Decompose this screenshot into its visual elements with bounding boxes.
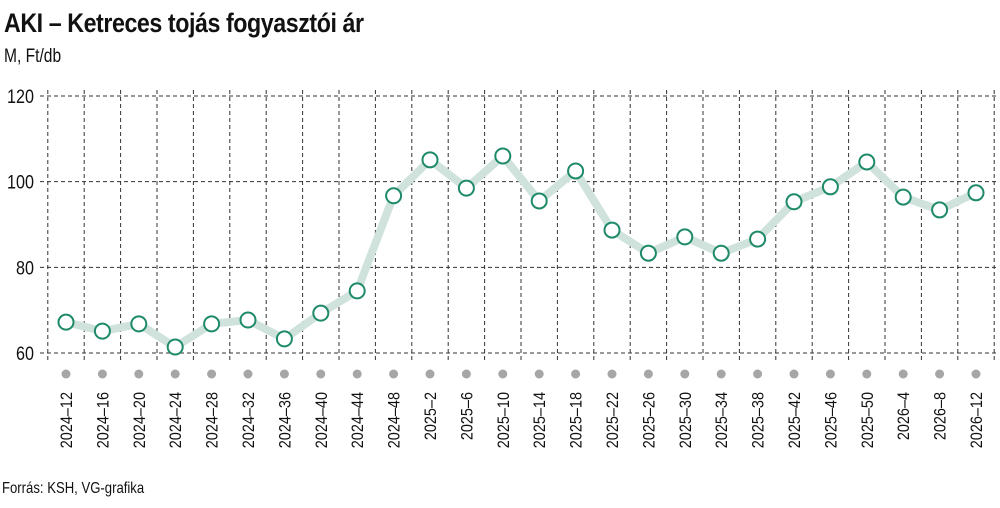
data-point-marker [676, 228, 694, 246]
data-point-marker [312, 304, 330, 322]
x-axis-dot [170, 369, 180, 379]
source-note: Forrás: KSH, VG-grafika [2, 480, 145, 497]
data-point-marker [639, 244, 657, 262]
x-axis-dot [207, 369, 217, 379]
x-tick-label: 2024–28 [204, 392, 222, 448]
x-axis-dot [571, 369, 581, 379]
data-point-marker [275, 330, 293, 348]
x-axis-dot [498, 369, 508, 379]
x-tick-label: 2025–18 [568, 392, 586, 448]
x-tick-label: 2024–32 [240, 392, 258, 448]
data-point-marker [385, 187, 403, 205]
data-point-marker [749, 230, 767, 248]
x-tick-label: 2025–34 [713, 392, 731, 448]
data-point-marker [130, 315, 148, 333]
y-tick-label: 100 [7, 171, 34, 193]
x-tick-label: 2025–22 [604, 392, 622, 448]
x-axis-dot [680, 369, 690, 379]
x-tick-label: 2025–10 [495, 392, 513, 448]
x-tick-label: 2024–24 [167, 392, 185, 448]
x-tick-label: 2024–12 [58, 392, 76, 448]
data-point-markers [57, 147, 985, 356]
x-axis-dot [789, 369, 799, 379]
data-point-marker [348, 282, 366, 300]
x-tick-label: 2024–20 [131, 392, 149, 448]
x-tick-label: 2026–8 [932, 392, 950, 440]
chart-title: AKI – Ketreces tojás fogyasztói ár [4, 8, 364, 38]
y-axis-ticks: 60 80 100 120 [7, 86, 34, 365]
data-point-marker [93, 322, 111, 340]
y-tick-label: 120 [7, 86, 34, 108]
x-axis-dot [461, 369, 471, 379]
x-axis-dot [753, 369, 763, 379]
x-tick-label: 2025–50 [859, 392, 877, 448]
x-axis-dot [425, 369, 435, 379]
x-axis-dot [716, 369, 726, 379]
x-axis-dot [825, 369, 835, 379]
data-point-marker [457, 179, 475, 197]
chart-unit-subtitle: M, Ft/db [4, 46, 62, 67]
x-tick-label: 2024–36 [276, 392, 294, 448]
data-point-marker [785, 193, 803, 211]
data-point-marker [166, 338, 184, 356]
x-tick-label: 2026–12 [968, 392, 986, 448]
x-tick-label: 2025–6 [458, 392, 476, 440]
x-tick-label: 2026–4 [895, 392, 913, 440]
data-point-marker [421, 151, 439, 169]
data-point-marker [603, 221, 621, 239]
data-point-marker [858, 153, 876, 171]
x-axis-dot [862, 369, 872, 379]
x-tick-label: 2024–44 [349, 392, 367, 448]
grid-lines [40, 90, 998, 363]
data-point-marker [57, 313, 75, 331]
y-tick-label: 60 [16, 343, 34, 365]
x-tick-label: 2025–26 [640, 392, 658, 448]
x-axis-dot [971, 369, 981, 379]
x-axis-dot [898, 369, 908, 379]
y-tick-label: 80 [16, 257, 34, 279]
data-point-marker [203, 315, 221, 333]
x-tick-label: 2025–46 [822, 392, 840, 448]
x-axis-dot [607, 369, 617, 379]
x-axis-dot [316, 369, 326, 379]
x-tick-label: 2025–38 [750, 392, 768, 448]
x-axis-labels: 2024–12 2024–16 2024–20 2024–24 2024–28 2024–… [58, 392, 986, 448]
data-point-marker [712, 244, 730, 262]
data-point-marker [567, 162, 585, 180]
x-axis-dot [352, 369, 362, 379]
data-point-marker [967, 184, 985, 202]
x-tick-label: 2024–40 [313, 392, 331, 448]
x-axis-dot [243, 369, 253, 379]
x-axis-dot [389, 369, 399, 379]
data-point-marker [894, 188, 912, 206]
x-axis-dot [643, 369, 653, 379]
x-tick-label: 2024–16 [94, 392, 112, 448]
data-point-marker [239, 311, 257, 329]
x-tick-label: 2025–42 [786, 392, 804, 448]
x-axis-dot [97, 369, 107, 379]
x-axis-dot [279, 369, 289, 379]
x-axis-dot [935, 369, 945, 379]
data-point-marker [494, 147, 512, 165]
x-tick-label: 2025–14 [531, 392, 549, 448]
x-axis-dots [61, 369, 981, 379]
x-tick-label: 2025–2 [422, 392, 440, 440]
x-axis-dot [134, 369, 144, 379]
x-tick-label: 2025–30 [677, 392, 695, 448]
x-axis-dot [61, 369, 71, 379]
data-point-marker [931, 201, 949, 219]
data-point-marker [821, 178, 839, 196]
x-axis-dot [534, 369, 544, 379]
x-tick-label: 2024–48 [386, 392, 404, 448]
data-point-marker [530, 192, 548, 210]
